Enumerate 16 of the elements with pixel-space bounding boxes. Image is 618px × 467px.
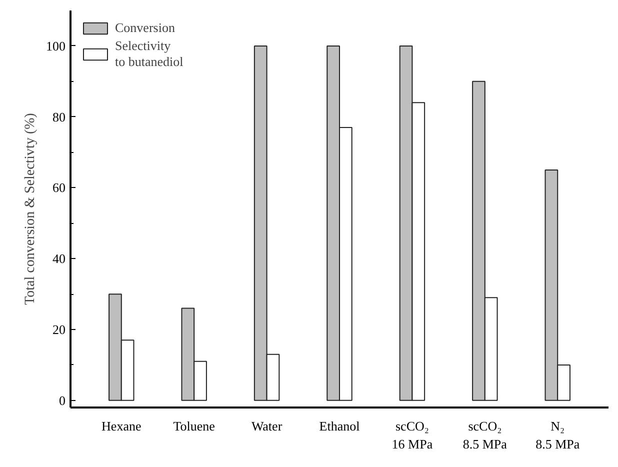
x-tick-label: N₂ 8.5 MPa — [536, 418, 580, 452]
x-tick-label: scCO₂ 8.5 MPa — [462, 418, 508, 452]
y-axis-title: Total conversion & Selectivty (%) — [23, 112, 38, 305]
y-tick-label: 0 — [59, 392, 66, 408]
y-tick-label: 100 — [46, 38, 66, 54]
y-tick-label: 40 — [52, 251, 66, 266]
x-tick-label: Toluene — [173, 418, 216, 434]
x-tick-label: Water — [251, 418, 283, 434]
y-tick-label: 20 — [52, 322, 66, 338]
legend-label: Conversion — [115, 20, 175, 36]
y-tick-label: 60 — [52, 180, 66, 196]
x-tick-label: Hexane — [102, 418, 142, 434]
legend-label: Selectivity to butanediol — [115, 38, 184, 70]
y-tick-label: 80 — [52, 109, 66, 124]
x-tick-label: scCO₂ 16 MPa — [392, 418, 433, 452]
x-tick-label: Ethanol — [319, 418, 360, 434]
